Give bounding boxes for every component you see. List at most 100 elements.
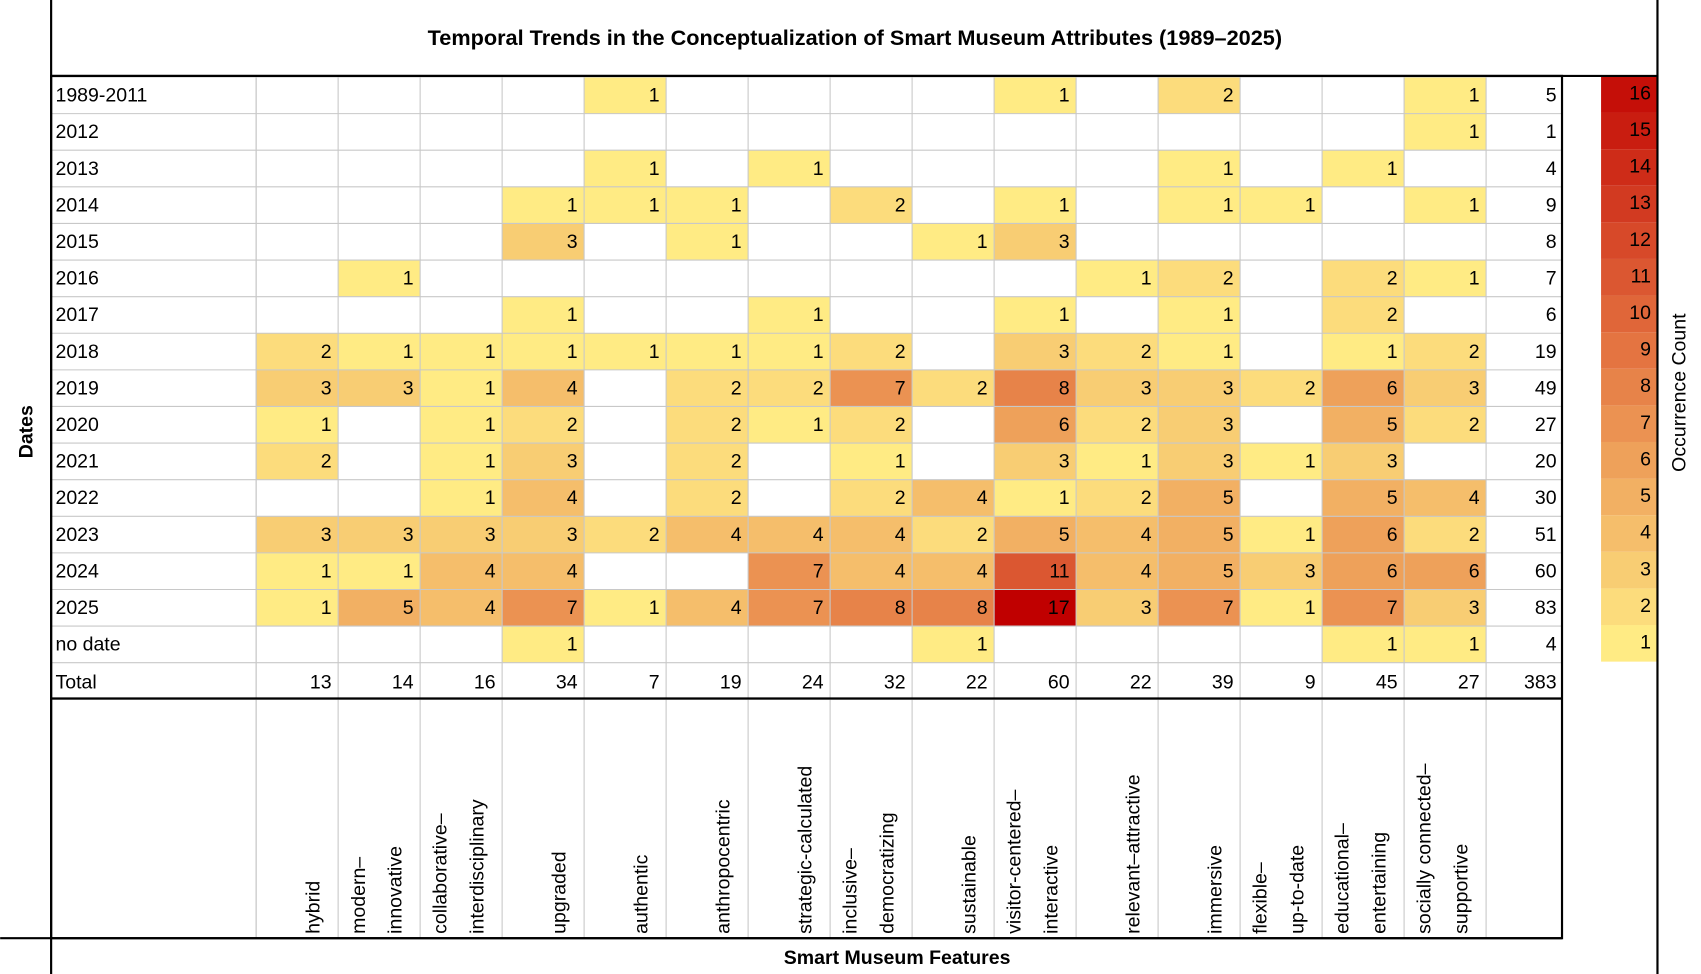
row-total: 60 (1535, 560, 1557, 582)
heat-cell (256, 552, 339, 590)
cell-value: 1 (977, 231, 988, 253)
cell-value: 6 (1387, 377, 1398, 399)
colorbar-segment (1601, 75, 1658, 113)
cell-value: 1 (1469, 121, 1480, 143)
colorbar-segment (1601, 222, 1658, 259)
cell-value: 6 (1469, 560, 1480, 582)
cell-value: 3 (567, 231, 578, 253)
cell-value: 7 (813, 560, 824, 582)
row-total: 27 (1535, 414, 1557, 436)
cell-value: 4 (567, 377, 578, 399)
heat-cell (1240, 186, 1323, 224)
colorbar-tick-label: 13 (1629, 192, 1651, 214)
colorbar-segment (1601, 441, 1658, 479)
heat-cell (1076, 406, 1159, 444)
heat-cell (1404, 113, 1487, 151)
heat-cell (994, 223, 1077, 261)
cell-value: 11 (1049, 560, 1069, 582)
heat-cell (420, 406, 503, 444)
column-label: immersive (1205, 845, 1227, 934)
cell-value: 1 (1141, 268, 1152, 290)
cell-value: 1 (485, 487, 496, 509)
colorbar-tick-label: 10 (1629, 302, 1651, 324)
row-total: 5 (1546, 85, 1557, 107)
cell-value: 7 (567, 597, 578, 619)
cell-value: 2 (813, 377, 824, 399)
heat-cell (1322, 260, 1405, 297)
cell-value: 7 (895, 377, 906, 399)
heat-cell (830, 479, 913, 517)
heat-cell (666, 333, 749, 370)
colorbar-segment (1601, 149, 1658, 186)
cell-value: 5 (1223, 524, 1234, 546)
cell-value: 2 (1141, 414, 1152, 436)
row-label: 2018 (55, 341, 98, 363)
heat-cell (1158, 552, 1241, 590)
heat-cell (584, 150, 667, 187)
colorbar-tick-label: 1 (1640, 631, 1651, 653)
heat-cell (420, 333, 503, 370)
cell-value: 3 (1223, 414, 1234, 436)
cell-value: 1 (813, 304, 824, 326)
row-label: 2025 (55, 597, 99, 619)
column-total: 19 (720, 671, 742, 693)
cell-value: 5 (1223, 487, 1234, 509)
heat-cell (502, 333, 585, 370)
colorbar-tick-label: 14 (1629, 156, 1651, 178)
cell-value: 3 (567, 451, 578, 473)
column-total: 24 (802, 671, 824, 693)
heat-cell (748, 296, 831, 334)
cell-value: 2 (731, 414, 742, 436)
cell-value: 1 (1469, 85, 1480, 107)
heat-cell (748, 552, 831, 590)
colorbar-segment (1601, 368, 1658, 406)
cell-value: 2 (567, 414, 578, 436)
colorbar-segment (1601, 588, 1658, 626)
cell-value: 2 (977, 377, 988, 399)
cell-value: 2 (1387, 268, 1398, 290)
cell-value: 3 (321, 524, 332, 546)
column-label: flexible– (1250, 862, 1272, 934)
cell-value: 1 (321, 560, 332, 582)
cell-value: 3 (1223, 451, 1234, 473)
heat-cell (1158, 333, 1241, 370)
cell-value: 7 (1387, 597, 1398, 619)
cell-value: 1 (649, 597, 660, 619)
column-total: 7 (649, 671, 660, 693)
row-label: 1989-2011 (55, 85, 147, 107)
column-total: 14 (392, 671, 414, 693)
cell-value: 2 (1387, 304, 1398, 326)
heat-cell (1158, 443, 1241, 480)
column-label: educational– (1332, 823, 1354, 934)
row-total: 51 (1535, 524, 1557, 546)
heat-cell (1158, 296, 1241, 334)
heat-cell (1076, 516, 1159, 553)
column-label: authentic (631, 854, 653, 933)
cell-value: 1 (731, 341, 742, 363)
colorbar-tick-label: 5 (1640, 485, 1651, 507)
heat-cell (1404, 77, 1487, 114)
heat-cell (1322, 552, 1405, 590)
heat-cell (1076, 333, 1159, 370)
heat-cell (1322, 589, 1405, 627)
cell-value: 1 (567, 341, 578, 363)
row-label: 2017 (55, 304, 98, 326)
cell-value: 3 (1387, 451, 1398, 473)
heat-cell (338, 260, 421, 297)
column-label: relevant–attractive (1123, 774, 1145, 933)
heat-cell (1076, 260, 1159, 297)
colorbar-tick-label: 4 (1640, 522, 1651, 544)
cell-value: 1 (403, 560, 414, 582)
row-total: 49 (1535, 377, 1557, 399)
cell-value: 4 (731, 524, 742, 546)
heat-cell (584, 186, 667, 224)
heat-cell (420, 516, 503, 553)
colorbar-tick-label: 8 (1640, 375, 1651, 397)
heat-cell (830, 333, 913, 370)
heat-cell (1322, 150, 1405, 187)
cell-value: 3 (1223, 377, 1234, 399)
column-label: visitor-centered– (1004, 789, 1026, 933)
cell-value: 2 (895, 194, 906, 216)
cell-value: 2 (895, 414, 906, 436)
colorbar-segment (1601, 112, 1658, 150)
